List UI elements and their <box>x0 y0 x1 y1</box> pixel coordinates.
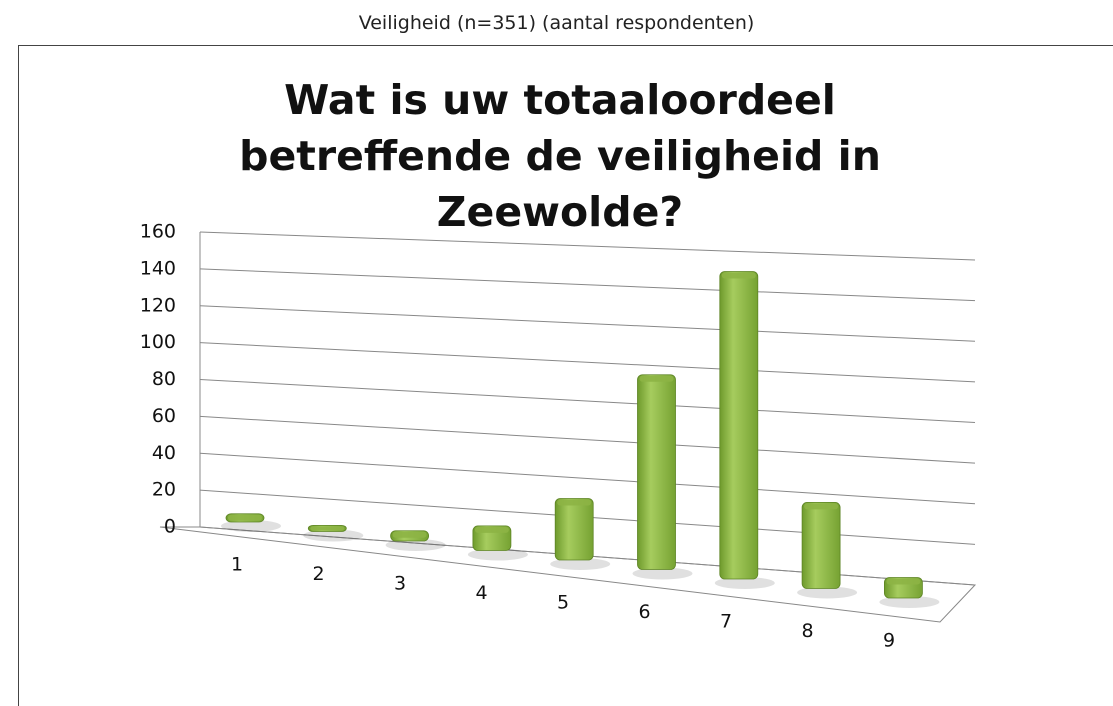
grid-line <box>199 305 976 342</box>
bar-top <box>886 578 921 585</box>
chart-title: Wat is uw totaaloordeel betreffende de v… <box>239 76 881 236</box>
grid-line <box>199 231 976 261</box>
bar-top <box>721 272 756 279</box>
bar-top <box>392 531 427 538</box>
x-tick-label: 6 <box>638 601 650 623</box>
bar-shadow <box>303 529 364 542</box>
bar-shadow <box>467 548 528 561</box>
grid-line <box>199 342 976 383</box>
bar-shadow <box>550 558 611 570</box>
chart-frame <box>18 45 1113 706</box>
x-tick-label: 2 <box>312 563 324 585</box>
y-tick-label: 160 <box>140 221 176 243</box>
bar-shadow <box>714 577 775 589</box>
grid-line <box>199 379 976 423</box>
bar-shadow <box>221 520 281 532</box>
x-tick-label: 9 <box>883 630 895 652</box>
y-tick-label: 40 <box>152 442 176 464</box>
x-tick-label: 5 <box>557 592 569 614</box>
x-tick-label: 7 <box>720 611 732 633</box>
grid-line <box>199 268 976 302</box>
y-tick-label: 80 <box>152 368 176 390</box>
y-tick-label: 120 <box>140 294 176 316</box>
bar-shadow <box>879 596 940 608</box>
x-tick-label: 3 <box>394 573 406 595</box>
bar-top <box>557 499 592 506</box>
bar-top <box>474 526 509 533</box>
y-tick-label: 140 <box>140 257 176 279</box>
x-tick-label: 8 <box>801 620 813 642</box>
bar-shadow <box>385 539 446 551</box>
x-tick-label: 1 <box>231 554 243 576</box>
bar <box>554 498 594 561</box>
grid-line <box>199 415 976 464</box>
bar-top <box>228 514 262 521</box>
x-tick-label: 4 <box>475 582 487 604</box>
chart: 0 20 40 60 80 100 120 140 160 1 2 3 4 5 6 7 8 9 <box>140 221 977 652</box>
bar-shadow <box>797 586 858 599</box>
y-tick-label: 60 <box>152 405 176 427</box>
bar-top <box>804 503 839 510</box>
bar-top <box>310 526 345 531</box>
page: {"chart_data": {"type": "bar", "subtitle… <box>18 12 1113 706</box>
bar-shadow <box>632 567 693 580</box>
grid-line <box>199 452 976 505</box>
y-tick-label: 20 <box>152 479 176 501</box>
chart-subtitle: Veiligheid (n=351) (aantal respondenten) <box>358 12 755 34</box>
bar-top <box>639 375 674 382</box>
bar <box>801 501 841 589</box>
y-tick-label: 100 <box>140 331 176 353</box>
y-tick-label: 0 <box>164 516 176 538</box>
bar <box>719 271 759 580</box>
bar <box>637 374 676 570</box>
